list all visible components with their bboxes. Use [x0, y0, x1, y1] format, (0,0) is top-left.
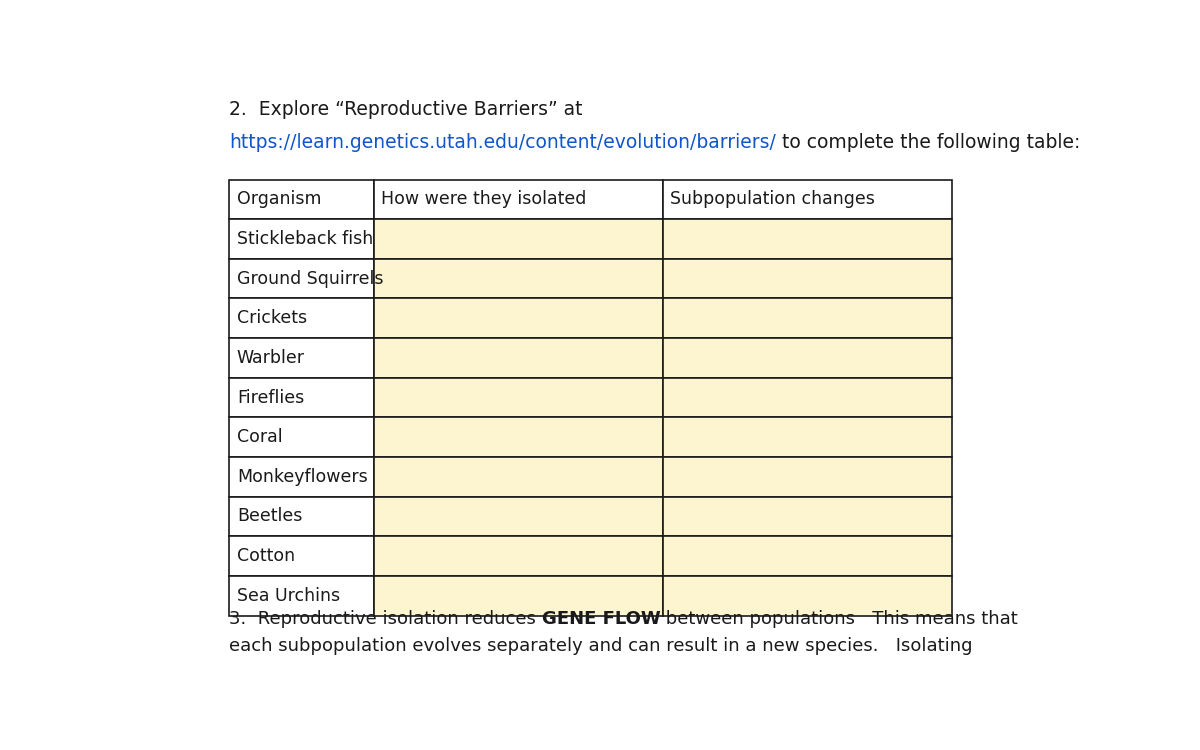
Text: Warbler: Warbler	[236, 349, 305, 367]
Bar	[662, 298, 952, 338]
Text: Cotton: Cotton	[236, 547, 295, 565]
Bar	[229, 338, 373, 378]
Bar	[373, 259, 662, 299]
Bar	[662, 179, 952, 219]
Bar	[662, 536, 952, 576]
Bar	[662, 219, 952, 259]
Bar	[373, 179, 662, 219]
Bar	[373, 298, 662, 338]
Text: to complete the following table:: to complete the following table:	[776, 133, 1080, 152]
Bar	[662, 417, 952, 457]
Text: Subpopulation changes: Subpopulation changes	[671, 190, 875, 208]
Bar	[229, 576, 373, 616]
Text: Sea Urchins: Sea Urchins	[236, 586, 340, 604]
Bar	[662, 457, 952, 497]
Text: How were they isolated: How were they isolated	[382, 190, 587, 208]
Bar	[662, 576, 952, 616]
Bar	[229, 536, 373, 576]
Text: GENE FLOW: GENE FLOW	[541, 610, 660, 628]
Text: Coral: Coral	[236, 428, 282, 446]
Text: Beetles: Beetles	[236, 508, 302, 526]
Text: 3.  Reproductive isolation reduces: 3. Reproductive isolation reduces	[229, 610, 541, 628]
Text: Ground Squirrels: Ground Squirrels	[236, 269, 383, 287]
Text: Organism: Organism	[236, 190, 322, 208]
Text: 2.  Explore “Reproductive Barriers” at: 2. Explore “Reproductive Barriers” at	[229, 100, 582, 118]
Text: between populations   This means that: between populations This means that	[660, 610, 1018, 628]
Bar	[373, 496, 662, 536]
Text: Fireflies: Fireflies	[236, 388, 304, 406]
Bar	[662, 378, 952, 417]
Bar	[229, 496, 373, 536]
Bar	[373, 219, 662, 259]
Bar	[373, 457, 662, 497]
Bar	[229, 298, 373, 338]
Bar	[373, 417, 662, 457]
Bar	[662, 496, 952, 536]
Bar	[229, 259, 373, 299]
Bar	[229, 219, 373, 259]
Bar	[229, 417, 373, 457]
Bar	[662, 259, 952, 299]
Bar	[229, 378, 373, 417]
Bar	[662, 338, 952, 378]
Text: Monkeyflowers: Monkeyflowers	[236, 468, 367, 486]
Text: each subpopulation evolves separately and can result in a new species.   Isolati: each subpopulation evolves separately an…	[229, 637, 972, 655]
Text: Crickets: Crickets	[236, 309, 307, 327]
Bar	[373, 576, 662, 616]
Bar	[229, 179, 373, 219]
Bar	[373, 536, 662, 576]
Bar	[229, 457, 373, 497]
Bar	[373, 338, 662, 378]
Text: https://learn.genetics.utah.edu/content/evolution/barriers/: https://learn.genetics.utah.edu/content/…	[229, 133, 776, 152]
Bar	[373, 378, 662, 417]
Text: Stickleback fish: Stickleback fish	[236, 230, 373, 248]
